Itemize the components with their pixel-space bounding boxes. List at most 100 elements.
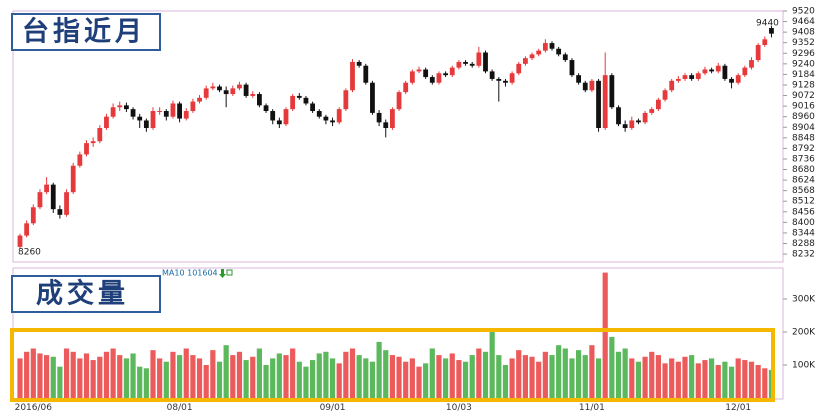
y-tick-label: 9072 <box>792 91 815 101</box>
y-tick-label: 9296 <box>792 49 815 59</box>
x-tick-label: 09/01 <box>320 403 346 413</box>
x-tick-label: 10/03 <box>446 403 472 413</box>
candle-body <box>177 103 182 119</box>
candle-body <box>210 86 216 89</box>
volume-bar <box>722 361 728 398</box>
volume-bar <box>689 355 695 398</box>
y-tick-label: 8400 <box>792 218 815 228</box>
candle-body <box>223 90 229 95</box>
candle-body <box>257 94 262 106</box>
candle-body <box>310 103 315 112</box>
y2-tick-label: 200K <box>792 328 816 338</box>
volume-bar <box>709 358 715 398</box>
candle-body <box>30 207 36 224</box>
candle-body <box>762 39 768 45</box>
candle-body <box>50 184 56 210</box>
candle-body <box>190 101 196 112</box>
candle-body <box>456 61 462 68</box>
y-tick-label: 8792 <box>792 144 815 154</box>
volume-bar <box>655 355 661 398</box>
volume-bar <box>675 361 681 398</box>
volume-bar <box>157 358 163 398</box>
candle-body <box>303 97 309 104</box>
volume-bar <box>203 365 209 398</box>
candle-body <box>443 73 448 76</box>
candle-body <box>536 50 542 55</box>
candle-body <box>376 112 382 123</box>
candle-body <box>449 67 455 76</box>
y2-tick-label: 100K <box>792 361 816 371</box>
marks: 8232828883448400845685128568862486808736… <box>15 7 817 413</box>
price-title: 台指近月 <box>22 16 146 48</box>
candle-body <box>735 75 741 83</box>
candle-body <box>529 54 535 59</box>
volume-bar <box>343 351 349 398</box>
volume-bar <box>595 358 602 398</box>
volume-bar <box>30 348 36 398</box>
volume-bar <box>336 363 342 398</box>
candle-body <box>17 235 23 247</box>
candle-body <box>695 73 701 79</box>
low-label: 8260 <box>18 248 41 258</box>
volume-bar <box>529 356 535 398</box>
candle-body <box>157 111 163 113</box>
volume-bar <box>416 366 422 398</box>
candle-body <box>203 88 209 98</box>
volume-bar <box>170 351 176 398</box>
volume-bar <box>130 353 136 398</box>
volume-bar <box>163 361 169 398</box>
volume-bar <box>243 360 249 398</box>
candle-body <box>323 116 329 121</box>
volume-bar <box>383 350 389 398</box>
candle-body <box>396 92 402 110</box>
volume-bar <box>622 348 628 398</box>
volume-bar <box>310 360 316 398</box>
volume-bar <box>63 348 70 398</box>
candle-body <box>602 75 608 129</box>
highlight-box <box>10 328 775 402</box>
volume-bar <box>263 365 269 398</box>
volume-bar <box>469 355 475 398</box>
title-box <box>11 13 161 51</box>
volume-bar <box>137 366 143 398</box>
candle-body <box>549 43 555 49</box>
candle-body <box>343 90 349 110</box>
price-panel <box>12 10 784 263</box>
volume-bar <box>356 355 362 398</box>
volume-bar <box>369 361 376 398</box>
y-tick-label: 8568 <box>792 186 815 196</box>
volume-bar <box>609 336 615 398</box>
candle-body <box>44 184 49 193</box>
candle-body <box>290 95 296 110</box>
volume-bar <box>589 345 595 398</box>
volume-bar <box>576 350 582 398</box>
candle-body <box>483 52 488 72</box>
candle-body <box>589 80 595 91</box>
volume-bar <box>556 345 562 398</box>
candle-body <box>37 192 43 208</box>
candle-body <box>682 75 688 79</box>
candle-body <box>709 69 714 72</box>
candle-body <box>469 63 475 66</box>
candle-body <box>769 27 774 34</box>
volume-bar <box>24 351 30 398</box>
volume-bar <box>303 366 309 398</box>
volume-bar <box>449 353 455 398</box>
volume-bar <box>230 355 236 398</box>
volume-bar <box>443 358 449 398</box>
candle-body <box>496 78 502 81</box>
volume-bar <box>742 360 748 398</box>
candle-body <box>237 84 242 89</box>
candle-body <box>370 82 375 113</box>
candle-body <box>70 165 76 193</box>
candle-body <box>742 67 748 76</box>
candle-body <box>97 128 103 142</box>
volume-bar <box>482 351 489 398</box>
y-tick-label: 8456 <box>792 207 815 217</box>
volume-bar <box>323 351 329 398</box>
volume-bar <box>117 355 123 398</box>
candle-body <box>137 116 143 121</box>
volume-bar <box>502 365 509 398</box>
volume-bar <box>103 351 110 398</box>
candle-body <box>110 107 116 117</box>
